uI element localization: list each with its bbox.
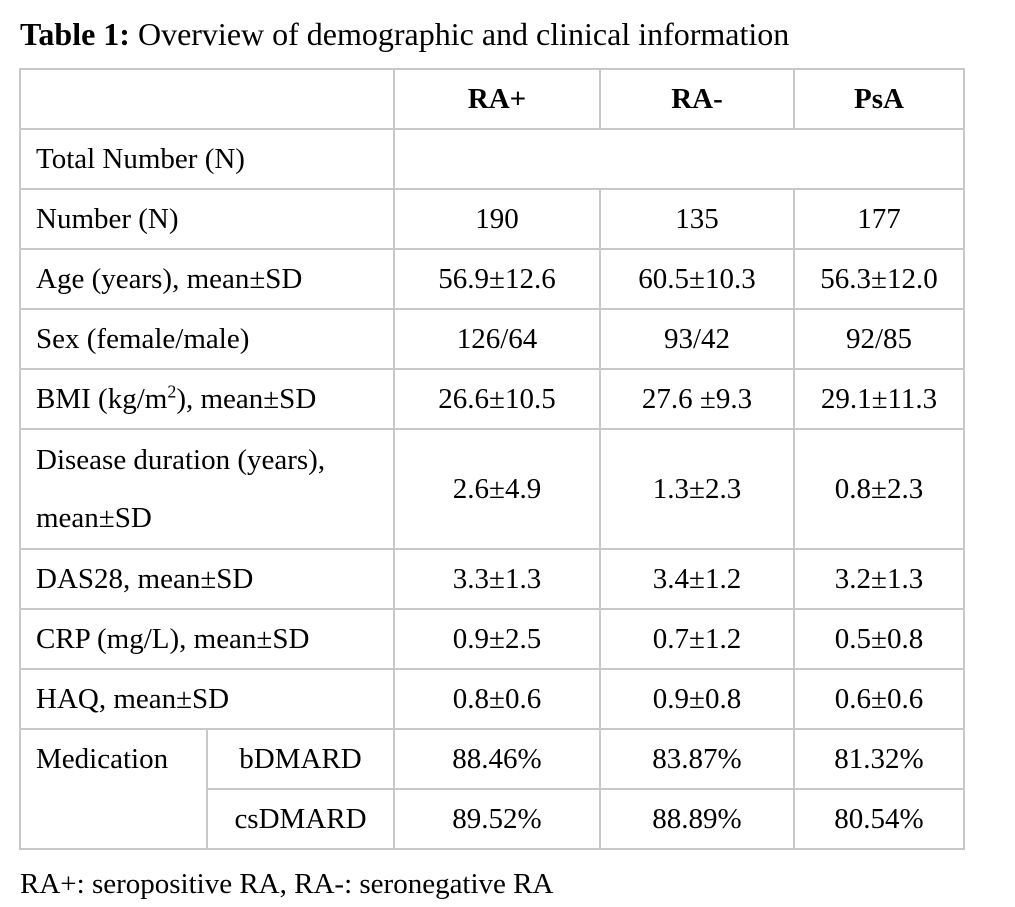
cell-psa: 92/85 xyxy=(793,308,965,370)
row-label: Total Number (N) xyxy=(19,128,395,190)
table-caption: Table 1: Overview of demographic and cli… xyxy=(20,12,789,56)
cell-ra-negative: 88.89% xyxy=(599,788,795,850)
cell-ra-negative: 93/42 xyxy=(599,308,795,370)
cell-ra-positive: 2.6±4.9 xyxy=(393,428,601,550)
row-label: BMI (kg/m2), mean±SD xyxy=(19,368,395,430)
cell-psa: 80.54% xyxy=(793,788,965,850)
medication-sub-label: csDMARD xyxy=(206,788,395,850)
table-row: Number (N) 190 135 177 xyxy=(19,188,965,250)
table-row: Total Number (N) xyxy=(19,128,965,190)
cell-ra-negative: 0.9±0.8 xyxy=(599,668,795,730)
row-label: HAQ, mean±SD xyxy=(19,668,395,730)
row-label: Sex (female/male) xyxy=(19,308,395,370)
cell-ra-negative: 3.4±1.2 xyxy=(599,548,795,610)
table-row: Disease duration (years), mean±SD 2.6±4.9… xyxy=(19,428,965,550)
cell-psa: 0.8±2.3 xyxy=(793,428,965,550)
header-row: RA+ RA- PsA xyxy=(19,68,965,130)
table-row: HAQ, mean±SD 0.8±0.6 0.9±0.8 0.6±0.6 xyxy=(19,668,965,730)
cell-ra-negative: 83.87% xyxy=(599,728,795,790)
table-row: Sex (female/male) 126/64 93/42 92/85 xyxy=(19,308,965,370)
caption-text: Overview of demographic and clinical inf… xyxy=(129,16,790,52)
table-row: CRP (mg/L), mean±SD 0.9±2.5 0.7±1.2 0.5±… xyxy=(19,608,965,670)
table-row: csDMARD 89.52% 88.89% 80.54% xyxy=(20,788,965,850)
cell-psa: 81.32% xyxy=(793,728,965,790)
header-ra-positive: RA+ xyxy=(393,68,601,130)
cell-psa: 0.5±0.8 xyxy=(793,608,965,670)
cell-ra-positive: 3.3±1.3 xyxy=(393,548,601,610)
row-label-post: ), mean±SD xyxy=(176,383,317,415)
cell-ra-negative: 60.5±10.3 xyxy=(599,248,795,310)
table-row: Medication bDMARD 88.46% 83.87% 81.32% xyxy=(19,728,965,850)
header-psa: PsA xyxy=(793,68,965,130)
row-label: DAS28, mean±SD xyxy=(19,548,395,610)
medication-label: Medication xyxy=(19,728,208,850)
cell-ra-negative: 27.6 ±9.3 xyxy=(599,368,795,430)
row-label: Disease duration (years), mean±SD xyxy=(19,428,395,550)
row-label: Number (N) xyxy=(19,188,395,250)
row-label: Age (years), mean±SD xyxy=(19,248,395,310)
cell-ra-negative: 1.3±2.3 xyxy=(599,428,795,550)
cell-psa: 56.3±12.0 xyxy=(793,248,965,310)
cell-ra-positive: 126/64 xyxy=(393,308,601,370)
row-label-line-1: Disease duration (years), xyxy=(36,444,326,476)
cell-ra-positive: 56.9±12.6 xyxy=(393,248,601,310)
caption-label: Table 1: xyxy=(20,16,130,52)
cell-psa: 3.2±1.3 xyxy=(793,548,965,610)
row-label-superscript: 2 xyxy=(167,381,177,402)
demographics-table: RA+ RA- PsA Total Number (N) Number (N) … xyxy=(19,68,965,850)
empty-cell xyxy=(393,128,965,190)
cell-ra-positive: 190 xyxy=(393,188,601,250)
cell-ra-negative: 135 xyxy=(599,188,795,250)
cell-psa: 177 xyxy=(793,188,965,250)
cell-ra-positive: 88.46% xyxy=(393,728,601,790)
row-label-line-2: mean±SD xyxy=(36,502,152,534)
cell-ra-positive: 26.6±10.5 xyxy=(393,368,601,430)
table-row: Age (years), mean±SD 56.9±12.6 60.5±10.3… xyxy=(19,248,965,310)
table-row: DAS28, mean±SD 3.3±1.3 3.4±1.2 3.2±1.3 xyxy=(19,548,965,610)
medication-sub-label: bDMARD xyxy=(206,728,395,790)
cell-psa: 0.6±0.6 xyxy=(793,668,965,730)
header-empty-cell xyxy=(19,68,395,130)
cell-ra-negative: 0.7±1.2 xyxy=(599,608,795,670)
row-label-pre: BMI (kg/m xyxy=(36,383,168,415)
cell-psa: 29.1±11.3 xyxy=(793,368,965,430)
cell-ra-positive: 89.52% xyxy=(393,788,601,850)
cell-ra-positive: 0.8±0.6 xyxy=(393,668,601,730)
table-row: BMI (kg/m2), mean±SD 26.6±10.5 27.6 ±9.3… xyxy=(19,368,965,430)
cell-ra-positive: 0.9±2.5 xyxy=(393,608,601,670)
header-ra-negative: RA- xyxy=(599,68,795,130)
row-label: CRP (mg/L), mean±SD xyxy=(19,608,395,670)
table-footnote: RA+: seropositive RA, RA-: seronegative … xyxy=(20,868,554,900)
